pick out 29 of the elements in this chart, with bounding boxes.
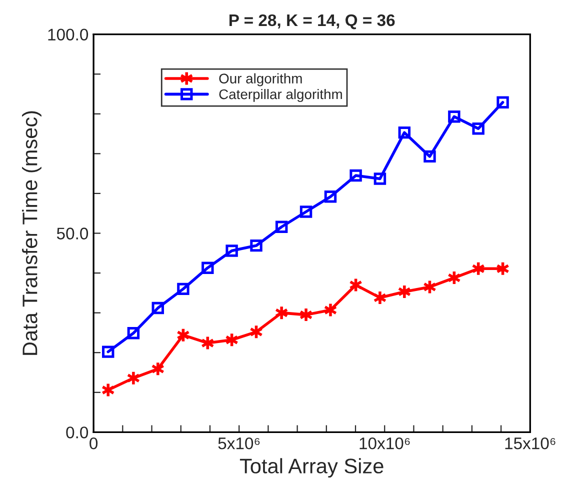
x-axis-title: Total Array Size [240, 458, 384, 478]
legend-label: Caterpillar algorithm [219, 88, 342, 102]
y-tick-label: 0.0 [66, 426, 88, 438]
x-tick-label: 0 [90, 437, 98, 450]
y-axis-title: Data Transfer Time (msec) [22, 111, 42, 355]
point [127, 326, 140, 340]
point [350, 169, 362, 182]
point [250, 239, 262, 252]
point [448, 110, 460, 123]
point [152, 302, 164, 314]
point [324, 190, 337, 203]
point [472, 122, 484, 135]
point [398, 126, 411, 139]
x-tick-label: 10x10⁶ [360, 437, 410, 450]
y-tick-label: 100.0 [48, 28, 88, 41]
point [496, 96, 509, 108]
point [275, 220, 288, 233]
x-tick-label: 15x10⁶ [505, 437, 556, 450]
chart-title: P = 28, K = 14, Q = 36 [229, 14, 395, 30]
point [300, 206, 312, 218]
point [424, 150, 436, 163]
point [177, 282, 190, 296]
point [202, 262, 214, 274]
x-tick-label: 5x10⁶ [218, 437, 260, 450]
point [374, 172, 386, 185]
point [102, 346, 114, 358]
legend-label: Our algorithm [219, 73, 302, 86]
point [226, 244, 238, 257]
y-tick-label: 50.0 [56, 228, 88, 240]
